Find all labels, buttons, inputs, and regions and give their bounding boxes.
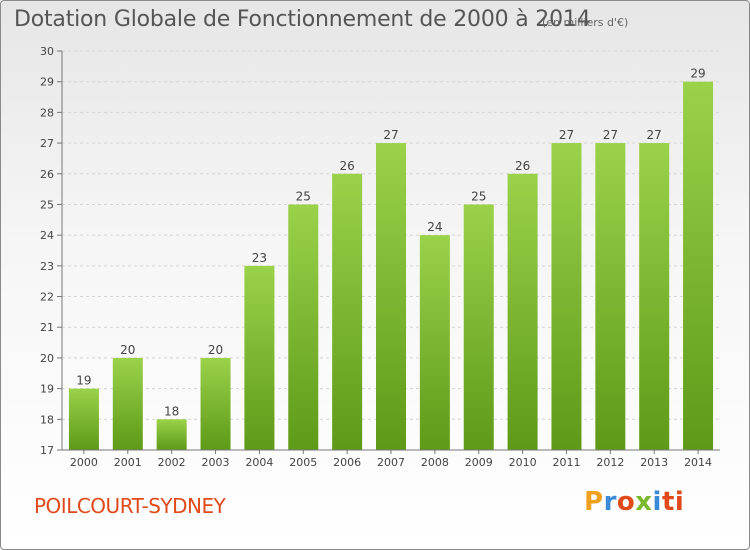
x-tick-label: 2014 bbox=[684, 456, 712, 469]
bar-value-label: 19 bbox=[76, 374, 91, 388]
chart-title: Dotation Globale de Fonctionnement de 20… bbox=[14, 7, 591, 32]
x-tick-label: 2001 bbox=[114, 456, 142, 469]
x-tick-label: 2002 bbox=[158, 456, 186, 469]
place-name: POILCOURT-SYDNEY bbox=[34, 494, 226, 518]
x-tick-label: 2011 bbox=[552, 456, 580, 469]
logo-letter: o bbox=[616, 487, 636, 517]
y-tick-label: 22 bbox=[40, 291, 54, 304]
bar bbox=[595, 143, 626, 451]
y-tick-label: 26 bbox=[40, 168, 54, 181]
y-tick-label: 27 bbox=[40, 137, 54, 150]
bar-value-label: 25 bbox=[296, 189, 311, 203]
x-tick-label: 2000 bbox=[70, 456, 98, 469]
bar-value-label: 27 bbox=[559, 128, 574, 142]
x-tick-label: 2007 bbox=[377, 456, 405, 469]
x-tick-label: 2003 bbox=[202, 456, 230, 469]
y-tick-label: 30 bbox=[40, 45, 54, 58]
y-tick-label: 21 bbox=[40, 321, 54, 334]
bar bbox=[419, 235, 450, 450]
y-tick-label: 17 bbox=[40, 444, 54, 457]
x-tick-label: 2012 bbox=[596, 456, 624, 469]
bar bbox=[332, 173, 363, 450]
bar bbox=[200, 357, 231, 450]
x-tick-label: 2013 bbox=[640, 456, 668, 469]
bar-value-label: 27 bbox=[383, 128, 398, 142]
y-tick-label: 28 bbox=[40, 106, 54, 119]
bar bbox=[639, 143, 670, 451]
logo-letter: ti bbox=[661, 487, 685, 517]
x-tick-label: 2008 bbox=[421, 456, 449, 469]
bar-value-label: 29 bbox=[690, 67, 705, 81]
bar-value-label: 20 bbox=[120, 343, 135, 357]
bar-value-label: 26 bbox=[339, 159, 354, 173]
x-tick-label: 2010 bbox=[509, 456, 537, 469]
bar bbox=[156, 419, 187, 450]
y-tick-label: 20 bbox=[40, 352, 54, 365]
y-tick-label: 25 bbox=[40, 198, 54, 211]
logo-letter: r bbox=[603, 487, 617, 517]
bar bbox=[288, 204, 319, 450]
y-tick-label: 23 bbox=[40, 260, 54, 273]
y-tick-label: 29 bbox=[40, 76, 54, 89]
bar bbox=[68, 388, 99, 450]
bar-value-label: 18 bbox=[164, 404, 179, 418]
x-tick-label: 2005 bbox=[289, 456, 317, 469]
logo-letter: P bbox=[584, 487, 604, 517]
bar bbox=[551, 143, 582, 451]
bar bbox=[463, 204, 494, 450]
y-tick-label: 19 bbox=[40, 383, 54, 396]
chart-subtitle: (en milliers d'€) bbox=[542, 16, 629, 29]
x-tick-label: 2009 bbox=[465, 456, 493, 469]
bar-value-label: 20 bbox=[208, 343, 223, 357]
logo-letter: x bbox=[635, 487, 653, 517]
y-tick-label: 24 bbox=[40, 229, 54, 242]
bar-value-label: 27 bbox=[603, 128, 618, 142]
x-tick-label: 2004 bbox=[245, 456, 273, 469]
bar bbox=[112, 357, 143, 450]
bar-value-label: 24 bbox=[427, 220, 442, 234]
y-tick-label: 18 bbox=[40, 413, 54, 426]
bar bbox=[683, 81, 714, 450]
bar bbox=[507, 173, 538, 450]
bar-value-label: 25 bbox=[471, 189, 486, 203]
x-tick-label: 2006 bbox=[333, 456, 361, 469]
logo-letter: i bbox=[652, 487, 662, 517]
bar-value-label: 23 bbox=[252, 251, 267, 265]
bar bbox=[376, 143, 406, 451]
bar-value-label: 26 bbox=[515, 159, 530, 173]
bar bbox=[244, 265, 275, 450]
bar-value-label: 27 bbox=[647, 128, 662, 142]
proxiti-logo: Proxiti bbox=[584, 487, 684, 517]
